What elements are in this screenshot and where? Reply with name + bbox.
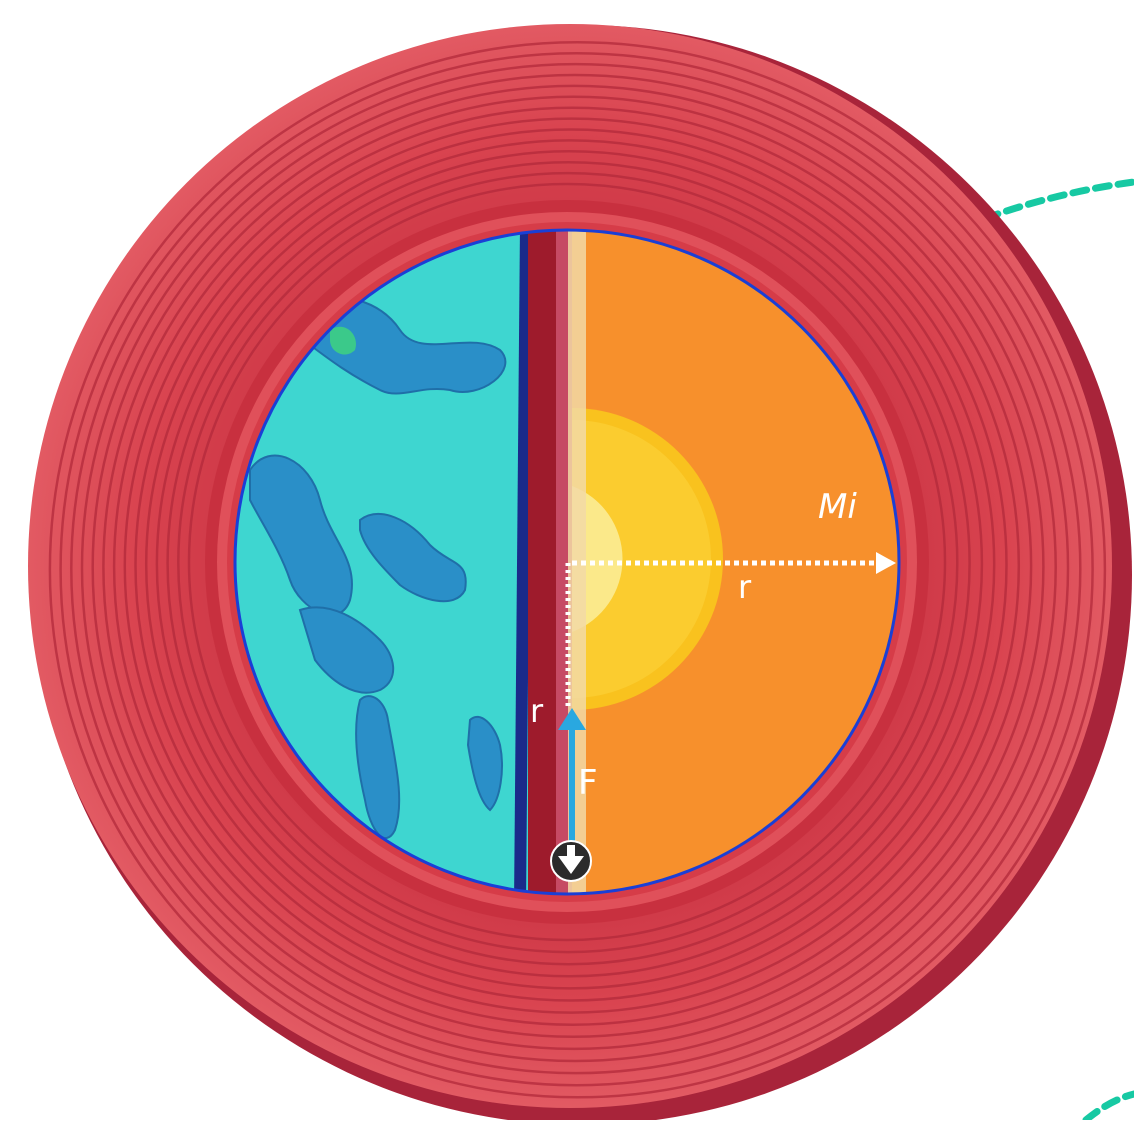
ring-line <box>48 41 1107 1099</box>
radius-label-vertical: r <box>530 692 544 730</box>
ring-line <box>166 160 971 966</box>
ring-line <box>134 128 1008 1002</box>
force-arrow <box>558 708 586 852</box>
ring-line <box>59 51 1094 1087</box>
ring-line <box>70 62 1082 1075</box>
ring-line <box>187 182 947 942</box>
ring-line <box>123 117 1021 1014</box>
force-label: F <box>578 763 598 803</box>
ring-line <box>177 171 959 954</box>
mass-label: Mi <box>818 487 857 527</box>
ring-line <box>144 139 996 990</box>
ring-line <box>102 95 1045 1039</box>
ring-line <box>80 73 1070 1063</box>
object-down-arrow-icon <box>550 840 592 882</box>
ring-line <box>155 150 984 978</box>
radius-label-horizontal: r <box>738 568 752 606</box>
radius-arrow-horizontal <box>572 552 896 574</box>
orbit-dashed-path-bottom <box>1082 1090 1134 1124</box>
globe-rim <box>233 228 901 896</box>
ring-line <box>91 84 1057 1051</box>
ring-line <box>112 106 1033 1026</box>
